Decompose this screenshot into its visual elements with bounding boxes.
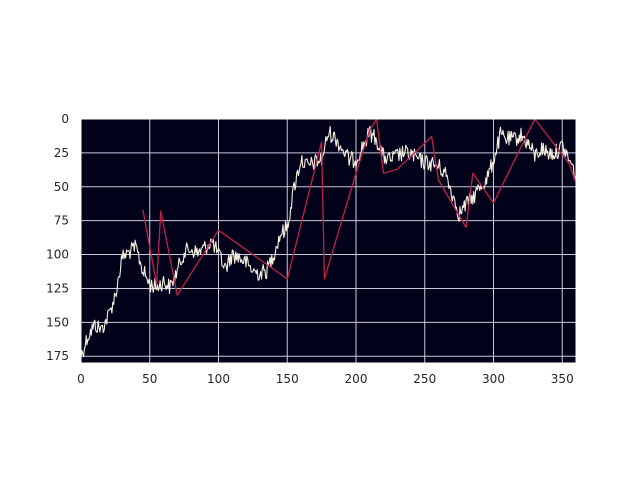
trace-series bbox=[80, 125, 577, 359]
grid bbox=[80, 118, 576, 363]
x-tick-label: 200 bbox=[345, 372, 368, 386]
y-tick-label: 0 bbox=[61, 112, 69, 126]
x-tick-label: 100 bbox=[207, 372, 230, 386]
y-tick-label: 50 bbox=[54, 180, 69, 194]
y-tick-label: 25 bbox=[54, 146, 69, 160]
y-tick-label: 100 bbox=[46, 248, 69, 262]
y-tick-label: 150 bbox=[46, 315, 69, 329]
plot-background bbox=[81, 119, 576, 363]
x-tick-label: 50 bbox=[142, 372, 157, 386]
y-axis-ticks: 0 25 50 75 100 125 150 175 bbox=[46, 112, 69, 363]
x-tick-label: 250 bbox=[413, 372, 436, 386]
x-tick-label: 0 bbox=[77, 372, 85, 386]
x-axis-ticks: 0 50 100 150 200 250 300 350 bbox=[77, 372, 574, 386]
x-tick-label: 300 bbox=[482, 372, 505, 386]
y-tick-label: 75 bbox=[54, 214, 69, 228]
plot-border bbox=[80, 118, 577, 364]
trace-line bbox=[80, 125, 577, 359]
y-tick-label: 125 bbox=[46, 281, 69, 295]
x-tick-label: 350 bbox=[551, 372, 574, 386]
x-tick-label: 150 bbox=[276, 372, 299, 386]
y-tick-label: 175 bbox=[46, 349, 69, 363]
